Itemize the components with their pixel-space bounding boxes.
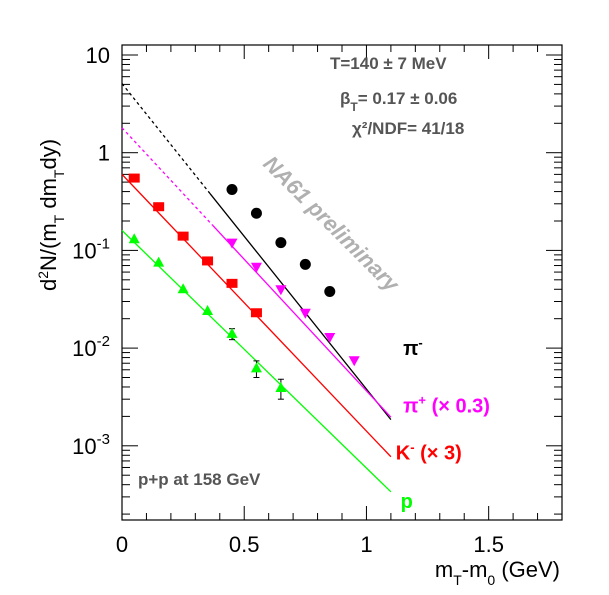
series-label: K- (× 3) [396, 440, 462, 465]
data-point [177, 283, 189, 294]
y-tick-label-base: 1 [98, 141, 110, 166]
x-tick-label: 0 [116, 532, 128, 557]
data-point [275, 382, 287, 393]
data-point [128, 233, 140, 244]
data-point [250, 308, 262, 318]
y-tick-label: 10-3 [72, 431, 110, 459]
data-points [128, 173, 360, 400]
y-tick-label: 1 [98, 141, 110, 166]
series-label-main: π [403, 395, 418, 417]
data-point [153, 256, 165, 267]
y-tick-label: 10 [86, 43, 110, 68]
series-labels: π-π+ (× 0.3)K- (× 3)p [396, 335, 490, 513]
data-point [299, 258, 311, 270]
y-tick-label: 10-1 [72, 235, 110, 263]
fit-line [211, 224, 392, 418]
data-point [226, 278, 238, 288]
data-point [324, 332, 336, 343]
series-label-superscript: + [418, 392, 426, 407]
x-tick-label: 1 [360, 532, 372, 557]
series-label: π- [403, 335, 423, 360]
x-tick-label: 1.5 [473, 532, 504, 557]
series-label-main: π [403, 338, 418, 360]
data-point [250, 262, 262, 273]
data-point [226, 238, 238, 249]
fit-line [209, 193, 392, 421]
y-tick-label-base: 10 [72, 434, 96, 459]
preliminary-watermark: NA61 preliminary [258, 151, 405, 298]
data-point [202, 256, 214, 266]
x-tick-label: 0.5 [229, 532, 260, 557]
y-tick-label-base: 10 [86, 43, 110, 68]
data-point [226, 184, 238, 196]
series-label-main: K [396, 443, 411, 465]
y-tick-label-exponent: -1 [97, 235, 110, 252]
beta-annotation: βT= 0.17 ± 0.06 [340, 89, 457, 114]
data-point [177, 231, 189, 241]
data-point [202, 304, 214, 315]
data-point [275, 285, 287, 296]
series-label-suffix: (× 3) [415, 443, 462, 465]
data-point [299, 308, 311, 319]
plot-frame [121, 44, 563, 521]
chi2-annotation: χ²/NDF= 41/18 [352, 119, 464, 138]
data-point [250, 362, 262, 373]
system-annotation: p+p at 158 GeV [138, 470, 261, 489]
y-tick-label: 10-2 [72, 333, 110, 361]
series-label: p [401, 491, 413, 513]
y-axis-title: d2N/(mT dmTdy) [35, 139, 67, 291]
data-point [275, 237, 287, 249]
data-point [250, 207, 262, 219]
series-label-suffix: (× 0.3) [426, 395, 490, 417]
data-point [153, 202, 165, 212]
data-point [348, 356, 360, 367]
y-tick-label-exponent: -2 [97, 333, 110, 350]
fit-line-extrapolated [121, 127, 213, 226]
temperature-annotation: T=140 ± 7 MeV [330, 54, 447, 73]
series-label: π+ (× 0.3) [403, 392, 490, 417]
x-axis-title: mT-m0 (GeV) [435, 557, 560, 588]
data-point [324, 285, 336, 297]
data-point [128, 173, 140, 183]
series-label-main: p [401, 491, 413, 513]
y-tick-label-base: 10 [72, 238, 96, 263]
fit-lines [121, 83, 392, 493]
y-tick-label-exponent: -3 [97, 431, 110, 448]
series-label-superscript: - [410, 440, 414, 455]
y-tick-label-base: 10 [72, 336, 96, 361]
series-label-superscript: - [418, 335, 422, 350]
data-point [226, 327, 238, 338]
